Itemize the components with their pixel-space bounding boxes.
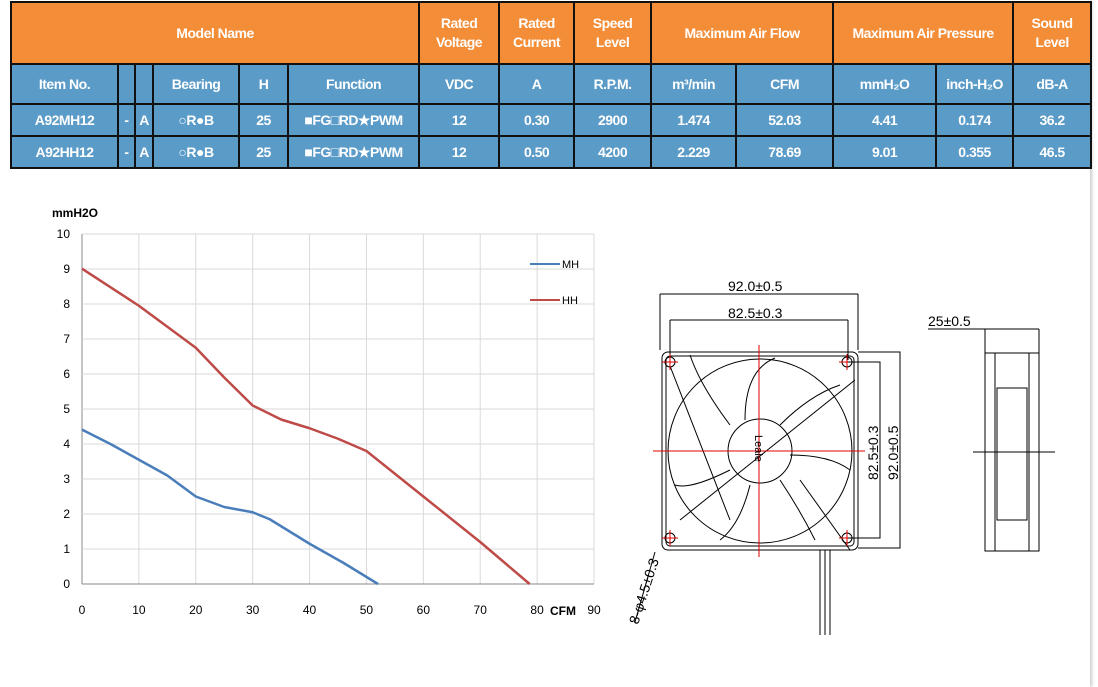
header-rated-current: Rated Current [498,1,576,65]
thickness-dimension: 25±0.5 [928,313,971,329]
header-dba: dB-A [1012,63,1093,105]
table-row: A92HH12- A ○R●B 25 ■FG□RD★PWM 12 0.50 4200 2.229… [10,135,1093,169]
cell-rpm: 4200 [573,135,653,169]
cell-m3-min: 1.474 [650,103,738,137]
cell-dash: - [117,103,136,137]
header-inch-h2o: inch-H₂O [935,63,1015,105]
y-tick-label: 10 [57,227,71,241]
cell-height: 25 [238,103,289,137]
cell-function: ■FG□RD★PWM [286,103,421,137]
cell-height: 25 [238,135,289,169]
cell-mmh2o: 4.41 [832,103,938,137]
width-dimension: 92.0±0.5 [728,278,783,294]
x-tick-label: 60 [417,603,431,617]
cell-bearing: ○R●B [152,103,240,137]
header-rated-voltage: Rated Voltage [418,1,501,65]
y-tick-label: 0 [63,577,70,591]
x-tick-label: 0 [79,603,86,617]
cell-function: ■FG□RD★PWM [286,135,421,169]
cell-cfm: 78.69 [735,135,835,169]
cell-bearing: ○R●B [152,135,240,169]
cell-dash: - [117,135,136,169]
x-tick-label: 20 [189,603,203,617]
cell-suffix: A [134,135,154,169]
cell-mmh2o: 9.01 [832,135,938,169]
cell-cfm: 52.03 [735,103,835,137]
table-row: A92MH12- A ○R●B 25 ■FG□RD★PWM 12 0.30 2900 1.474… [10,103,1093,137]
y-tick-label: 2 [63,507,70,521]
y-tick-label: 5 [63,402,70,416]
y-axis-label: mmH2O [52,206,98,220]
x-tick-label: 80 [530,603,544,617]
cell-m3-min: 2.229 [650,135,738,169]
side-view [928,328,1055,552]
cell-item-no: A92MH12 [10,103,119,137]
header-bearing: Bearing [152,63,240,105]
fan-dimension-drawing: 92.0±0.5 82.5±0.3 25±0.5 82.5±0.3 92.0±0… [626,278,1055,635]
x-axis-label: CFM [550,604,576,618]
header-m3-min: m³/min [650,63,738,105]
legend-label: HH [562,295,578,307]
series-line-mh [81,428,379,586]
y-tick-label: 6 [63,367,70,381]
x-tick-label: 90 [587,603,601,617]
y-tick-label: 1 [63,542,70,556]
y-tick-label: 4 [63,437,70,451]
x-tick-label: 30 [246,603,260,617]
mounting-hole-dimension: 8-φ4.5±0.3 [626,556,662,626]
width-vertical-dimension: 92.0±0.5 [885,425,901,480]
cell-suffix: A [134,103,154,137]
header-speed-level: Speed Level [573,1,653,65]
x-tick-label: 40 [303,603,317,617]
header-amps: A [498,63,576,105]
header-vdc: VDC [418,63,501,105]
x-tick-label: 70 [474,603,488,617]
series-line-hh [81,267,531,585]
y-tick-label: 9 [63,262,70,276]
legend-label: MH [562,259,579,271]
header-height: H [238,63,289,105]
hub-logo: Leale [752,435,764,462]
cell-amps: 0.50 [498,135,576,169]
header-dash [117,63,136,105]
cell-vdc: 12 [418,103,501,137]
header-item-no: Item No. [10,63,119,105]
cell-inch-h2o: 0.355 [935,135,1015,169]
cell-inch-h2o: 0.174 [935,103,1015,137]
header-rpm: R.P.M. [573,63,653,105]
pressure-flow-chart: mmH2O 0 10 20 30 40 50 60 70 80 90 0 1 2 3 4 5 6 7 8 9 10 MH H… [52,206,601,618]
cell-dba: 46.5 [1012,135,1093,169]
y-tick-label: 8 [63,297,70,311]
x-tick-label: 50 [360,603,374,617]
header-max-air-pressure: Maximum Air Pressure [832,1,1015,65]
front-view [634,293,901,635]
cell-item-no: A92HH12 [10,135,119,169]
hole-spacing-vertical-dimension: 82.5±0.3 [865,425,881,480]
x-tick-label: 10 [132,603,146,617]
y-tick-label: 3 [63,472,70,486]
header-sound-level: Sound Level [1012,1,1093,65]
header-cfm: CFM [735,63,835,105]
cell-vdc: 12 [418,135,501,169]
spec-table: Model Name Rated Voltage Rated Current S… [9,1,1093,169]
y-tick-label: 7 [63,332,70,346]
cell-rpm: 2900 [573,103,653,137]
cell-amps: 0.30 [498,103,576,137]
hole-spacing-dimension: 82.5±0.3 [728,305,783,321]
cell-dba: 36.2 [1012,103,1093,137]
header-function: Function [286,63,421,105]
header-model-name: Model Name [9,1,421,65]
header-max-air-flow: Maximum Air Flow [650,1,835,65]
header-suffix [134,63,154,105]
header-mmh2o: mmH₂O [832,63,938,105]
